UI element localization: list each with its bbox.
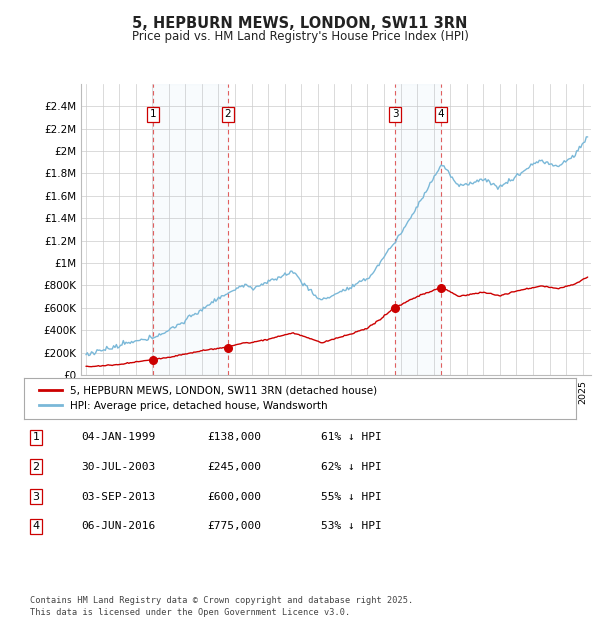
Text: 5, HEPBURN MEWS, LONDON, SW11 3RN: 5, HEPBURN MEWS, LONDON, SW11 3RN <box>133 16 467 30</box>
Text: 3: 3 <box>32 492 40 502</box>
Text: 1: 1 <box>149 109 156 119</box>
Text: £138,000: £138,000 <box>207 432 261 442</box>
Text: 55% ↓ HPI: 55% ↓ HPI <box>321 492 382 502</box>
Text: £245,000: £245,000 <box>207 462 261 472</box>
Text: £775,000: £775,000 <box>207 521 261 531</box>
Text: 4: 4 <box>32 521 40 531</box>
Text: 2: 2 <box>32 462 40 472</box>
Text: 62% ↓ HPI: 62% ↓ HPI <box>321 462 382 472</box>
Text: Price paid vs. HM Land Registry's House Price Index (HPI): Price paid vs. HM Land Registry's House … <box>131 30 469 43</box>
Legend: 5, HEPBURN MEWS, LONDON, SW11 3RN (detached house), HPI: Average price, detached: 5, HEPBURN MEWS, LONDON, SW11 3RN (detac… <box>35 381 382 415</box>
Text: 30-JUL-2003: 30-JUL-2003 <box>81 462 155 472</box>
Bar <box>152 84 228 375</box>
Text: 53% ↓ HPI: 53% ↓ HPI <box>321 521 382 531</box>
Text: 04-JAN-1999: 04-JAN-1999 <box>81 432 155 442</box>
Text: Contains HM Land Registry data © Crown copyright and database right 2025.
This d: Contains HM Land Registry data © Crown c… <box>30 596 413 617</box>
Text: 61% ↓ HPI: 61% ↓ HPI <box>321 432 382 442</box>
Text: 03-SEP-2013: 03-SEP-2013 <box>81 492 155 502</box>
Text: 06-JUN-2016: 06-JUN-2016 <box>81 521 155 531</box>
Text: 1: 1 <box>32 432 40 442</box>
Text: 3: 3 <box>392 109 398 119</box>
Bar <box>395 84 441 375</box>
Text: 4: 4 <box>437 109 444 119</box>
Text: 2: 2 <box>225 109 232 119</box>
Text: £600,000: £600,000 <box>207 492 261 502</box>
